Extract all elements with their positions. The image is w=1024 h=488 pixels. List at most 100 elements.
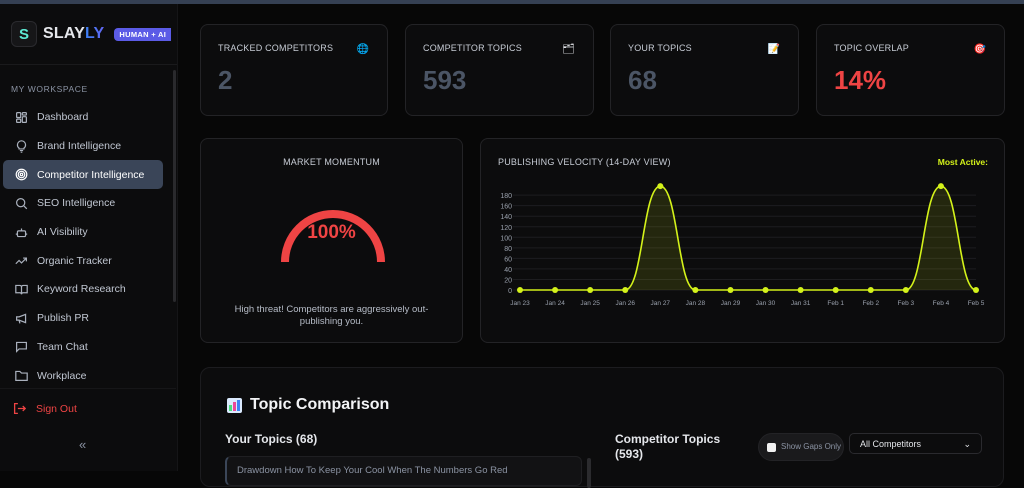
sidebar: S SLAYLY HUMAN + AI MY WORKSPACE Dashboa…: [0, 4, 178, 471]
momentum-gauge: [281, 210, 385, 263]
stat-label: COMPETITOR TOPICS: [423, 43, 522, 53]
svg-text:Feb 4: Feb 4: [933, 300, 950, 307]
dart-target-icon: 🎯: [973, 44, 986, 55]
megaphone-icon: [16, 313, 27, 324]
svg-text:Feb 5: Feb 5: [968, 300, 985, 307]
sidebar-item-competitor-intelligence[interactable]: Competitor Intelligence: [3, 160, 163, 190]
sidebar-item-publish-pr[interactable]: Publish PR: [3, 304, 163, 333]
nav-label: Keyword Research: [37, 283, 126, 296]
stat-value: 68: [628, 65, 657, 95]
nav-label: Team Chat: [37, 340, 88, 353]
sidebar-item-seo-intelligence[interactable]: SEO Intelligence: [3, 189, 163, 218]
stat-card-your-topics: YOUR TOPICS 📝 68: [610, 24, 799, 116]
svg-text:Jan 31: Jan 31: [791, 300, 811, 307]
nav-label: Dashboard: [37, 111, 89, 124]
svg-text:20: 20: [504, 277, 512, 284]
logout-icon: [13, 402, 26, 415]
market-momentum-card: MARKET MOMENTUM 100% High threat! Compet…: [200, 138, 463, 343]
workspace-label: MY WORKSPACE: [11, 84, 88, 94]
your-topic-item[interactable]: Drawdown How To Keep Your Cool When The …: [225, 456, 582, 486]
human-ai-badge: HUMAN + AI: [114, 27, 172, 41]
folder-icon: [15, 370, 28, 382]
svg-text:Feb 2: Feb 2: [862, 300, 879, 307]
svg-text:60: 60: [504, 256, 512, 263]
sidebar-item-workplace[interactable]: Workplace: [3, 361, 163, 390]
svg-text:Feb 1: Feb 1: [827, 300, 844, 307]
sidebar-nav: Dashboard Brand Intelligence Competitor …: [0, 103, 177, 390]
memo-icon: 📝: [767, 44, 780, 55]
sidebar-item-ai-visibility[interactable]: AI Visibility: [3, 218, 163, 247]
trending-up-icon: [15, 257, 27, 265]
stat-value: 593: [423, 65, 467, 95]
stat-card-tracked-competitors: TRACKED COMPETITORS 🌐 2: [200, 24, 388, 116]
stat-value: 2: [218, 65, 233, 95]
competitor-select[interactable]: All Competitors ⌄: [849, 433, 982, 454]
brand-name: SLAYLY: [43, 25, 104, 43]
svg-text:180: 180: [500, 193, 512, 200]
show-gaps-checkbox[interactable]: [767, 442, 776, 452]
nav-label: Competitor Intelligence: [37, 168, 145, 181]
svg-text:Jan 27: Jan 27: [651, 300, 671, 307]
stat-label: YOUR TOPICS: [628, 43, 692, 53]
your-topics-scrollbar[interactable]: [587, 458, 591, 488]
sidebar-item-team-chat[interactable]: Team Chat: [3, 333, 163, 362]
sidebar-item-keyword-research[interactable]: Keyword Research: [3, 275, 163, 304]
competitor-topics-heading: Competitor Topics (593): [615, 432, 721, 461]
window-top-bar: [0, 0, 1024, 4]
sign-out-button[interactable]: Sign Out: [13, 402, 77, 415]
svg-text:Feb 3: Feb 3: [898, 300, 915, 307]
svg-text:Jan 24: Jan 24: [545, 300, 565, 307]
collapse-sidebar-button[interactable]: «: [79, 437, 87, 452]
your-topics-heading: Your Topics (68): [225, 432, 318, 446]
svg-text:40: 40: [504, 267, 512, 274]
sign-out-label: Sign Out: [36, 402, 77, 415]
nav-label: Publish PR: [37, 312, 89, 325]
momentum-value: 100%: [307, 222, 356, 243]
svg-text:80: 80: [504, 246, 512, 253]
sidebar-item-brand-intelligence[interactable]: Brand Intelligence: [3, 132, 163, 161]
brand-header: S SLAYLY HUMAN + AI: [0, 4, 177, 65]
bar-chart-icon: [227, 397, 242, 413]
svg-text:Jan 23: Jan 23: [510, 300, 530, 307]
svg-text:Jan 28: Jan 28: [686, 300, 706, 307]
nav-label: SEO Intelligence: [37, 197, 116, 210]
publishing-velocity-card: PUBLISHING VELOCITY (14-DAY VIEW) Most A…: [480, 138, 1005, 343]
sidebar-item-organic-tracker[interactable]: Organic Tracker: [3, 246, 163, 275]
chevron-down-icon: ⌄: [963, 439, 971, 449]
stat-card-topic-overlap: TOPIC OVERLAP 🎯 14%: [816, 24, 1005, 116]
chat-icon: [16, 342, 27, 354]
stat-label: TRACKED COMPETITORS: [218, 43, 334, 53]
brand-name-part2: LY: [85, 25, 105, 42]
stat-card-competitor-topics: COMPETITOR TOPICS 🗂 593: [405, 24, 594, 116]
publishing-velocity-title: PUBLISHING VELOCITY (14-DAY VIEW): [498, 157, 671, 167]
bot-icon: [15, 228, 28, 237]
book-icon: [15, 284, 28, 295]
most-active-label: Most Active:: [937, 157, 988, 167]
market-momentum-title: MARKET MOMENTUM: [283, 157, 380, 167]
brand-name-part1: SLAY: [43, 25, 86, 42]
momentum-message: High threat! Competitors are aggressivel…: [234, 304, 429, 327]
sidebar-scrollbar[interactable]: [173, 70, 176, 302]
globe-icon: 🌐: [356, 44, 369, 55]
sidebar-item-dashboard[interactable]: Dashboard: [3, 103, 163, 132]
lightbulb-icon: [16, 139, 27, 153]
nav-label: Organic Tracker: [37, 254, 112, 267]
svg-text:140: 140: [500, 214, 512, 221]
topic-comparison-title: Topic Comparison: [227, 396, 389, 414]
nav-label: Workplace: [37, 369, 87, 382]
show-gaps-label: Show Gaps Only: [781, 442, 842, 451]
nav-label: AI Visibility: [37, 226, 88, 239]
svg-text:Jan 25: Jan 25: [580, 300, 600, 307]
competitor-select-value: All Competitors: [860, 439, 922, 449]
stacked-cards-icon: 🗂: [562, 44, 575, 55]
stat-value: 14%: [834, 65, 887, 95]
nav-label: Brand Intelligence: [37, 140, 122, 153]
publishing-velocity-chart: 0 20 40 60 80 100 120 140 160 180 Jan 23 Jan 24 Jan …: [500, 183, 985, 307]
logo-icon[interactable]: S: [11, 21, 37, 47]
svg-text:160: 160: [500, 204, 512, 211]
sidebar-divider: [0, 388, 176, 389]
topic-comparison-heading: Topic Comparison: [250, 396, 390, 413]
svg-text:Jan 30: Jan 30: [756, 300, 776, 307]
svg-text:120: 120: [500, 225, 512, 232]
show-gaps-toggle[interactable]: Show Gaps Only: [758, 433, 844, 461]
